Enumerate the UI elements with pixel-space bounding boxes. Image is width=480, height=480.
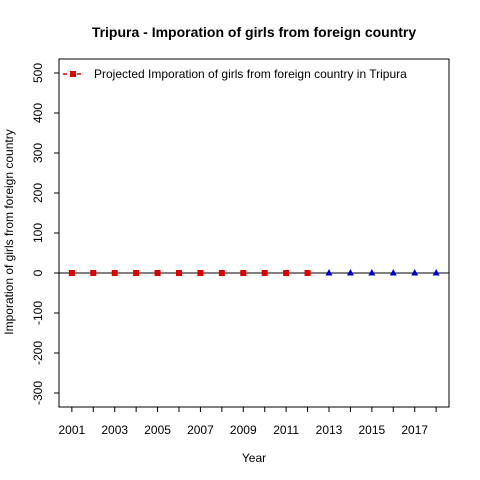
data-point-square <box>240 270 246 276</box>
data-point-triangle <box>368 269 375 276</box>
x-axis-label: Year <box>242 451 266 465</box>
data-point-triangle <box>433 269 440 276</box>
data-point-square <box>155 270 161 276</box>
y-tick-label: 400 <box>31 103 45 123</box>
y-tick-label: 300 <box>31 143 45 163</box>
x-tick-label: 2005 <box>144 423 171 437</box>
data-point-square <box>133 270 139 276</box>
data-point-triangle <box>326 269 333 276</box>
y-tick-label: -200 <box>31 341 45 365</box>
x-tick-label: 2007 <box>187 423 214 437</box>
data-point-triangle <box>411 269 418 276</box>
data-point-square <box>112 270 118 276</box>
data-point-square <box>197 270 203 276</box>
data-point-square <box>219 270 225 276</box>
y-tick-label: -300 <box>31 381 45 405</box>
data-point-square <box>69 270 75 276</box>
x-axis: 2001 2003 2005 2007 2009 2011 2013 2015 2017 <box>59 407 437 437</box>
x-tick-label: 2001 <box>59 423 86 437</box>
data-point-square <box>90 270 96 276</box>
legend-square-marker <box>70 71 76 77</box>
x-tick-label: 2017 <box>401 423 428 437</box>
y-tick-label: -100 <box>31 301 45 325</box>
x-tick-label: 2015 <box>359 423 386 437</box>
plot-area-frame <box>59 59 449 407</box>
data-point-square <box>283 270 289 276</box>
data-point-square <box>262 270 268 276</box>
y-tick-label: 0 <box>31 269 45 276</box>
y-tick-label: 200 <box>31 183 45 203</box>
x-tick-label: 2013 <box>316 423 343 437</box>
data-point-square <box>305 270 311 276</box>
y-axis-label: Imporation of girls from foreign country <box>2 129 16 334</box>
x-tick-label: 2011 <box>273 423 299 437</box>
legend: Projected Imporation of girls from forei… <box>63 67 407 81</box>
x-tick-label: 2003 <box>101 423 128 437</box>
y-axis: -300 -200 -100 0 100 200 300 400 500 <box>31 63 59 405</box>
data-point-triangle <box>347 269 354 276</box>
y-tick-label: 500 <box>31 63 45 83</box>
chart-title: Tripura - Imporation of girls from forei… <box>92 24 417 40</box>
legend-label: Projected Imporation of girls from forei… <box>94 67 407 81</box>
y-tick-label: 100 <box>31 223 45 243</box>
x-tick-label: 2009 <box>230 423 257 437</box>
data-point-triangle <box>390 269 397 276</box>
data-point-square <box>176 270 182 276</box>
